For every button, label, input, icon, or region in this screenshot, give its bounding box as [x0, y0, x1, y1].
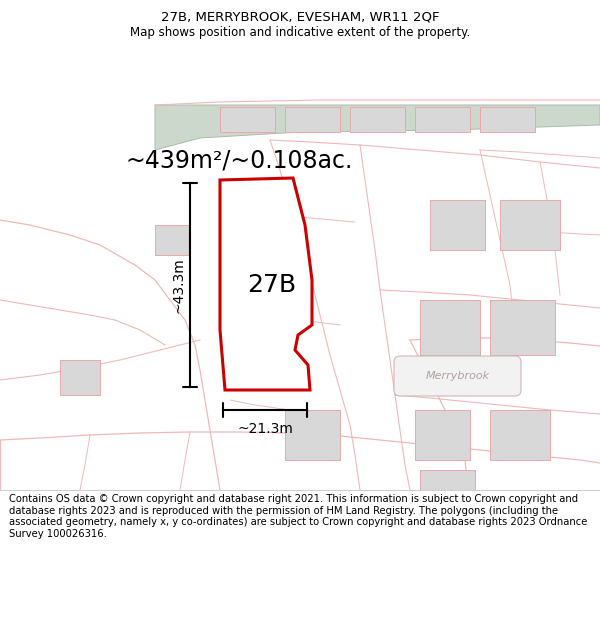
Bar: [285, 410, 340, 460]
Bar: [490, 410, 550, 460]
Text: Contains OS data © Crown copyright and database right 2021. This information is : Contains OS data © Crown copyright and d…: [9, 494, 587, 539]
Text: ~439m²/~0.108ac.: ~439m²/~0.108ac.: [125, 148, 352, 172]
Text: 27B: 27B: [247, 273, 296, 297]
Text: 27B, MERRYBROOK, EVESHAM, WR11 2QF: 27B, MERRYBROOK, EVESHAM, WR11 2QF: [161, 11, 439, 24]
Polygon shape: [220, 178, 312, 390]
Bar: [415, 107, 470, 132]
Text: ~21.3m: ~21.3m: [237, 422, 293, 436]
Bar: [220, 107, 275, 132]
Bar: [430, 200, 485, 250]
Bar: [480, 107, 535, 132]
Bar: [490, 300, 555, 355]
Text: Map shows position and indicative extent of the property.: Map shows position and indicative extent…: [130, 26, 470, 39]
Bar: [60, 360, 100, 395]
FancyBboxPatch shape: [394, 356, 521, 396]
Bar: [500, 200, 560, 250]
Bar: [350, 107, 405, 132]
Bar: [420, 470, 475, 505]
Polygon shape: [155, 105, 600, 150]
Bar: [285, 107, 340, 132]
Text: Merrybrook: Merrybrook: [426, 371, 490, 381]
Text: ~43.3m: ~43.3m: [171, 257, 185, 313]
Bar: [420, 300, 480, 355]
Bar: [415, 410, 470, 460]
Bar: [155, 225, 190, 255]
